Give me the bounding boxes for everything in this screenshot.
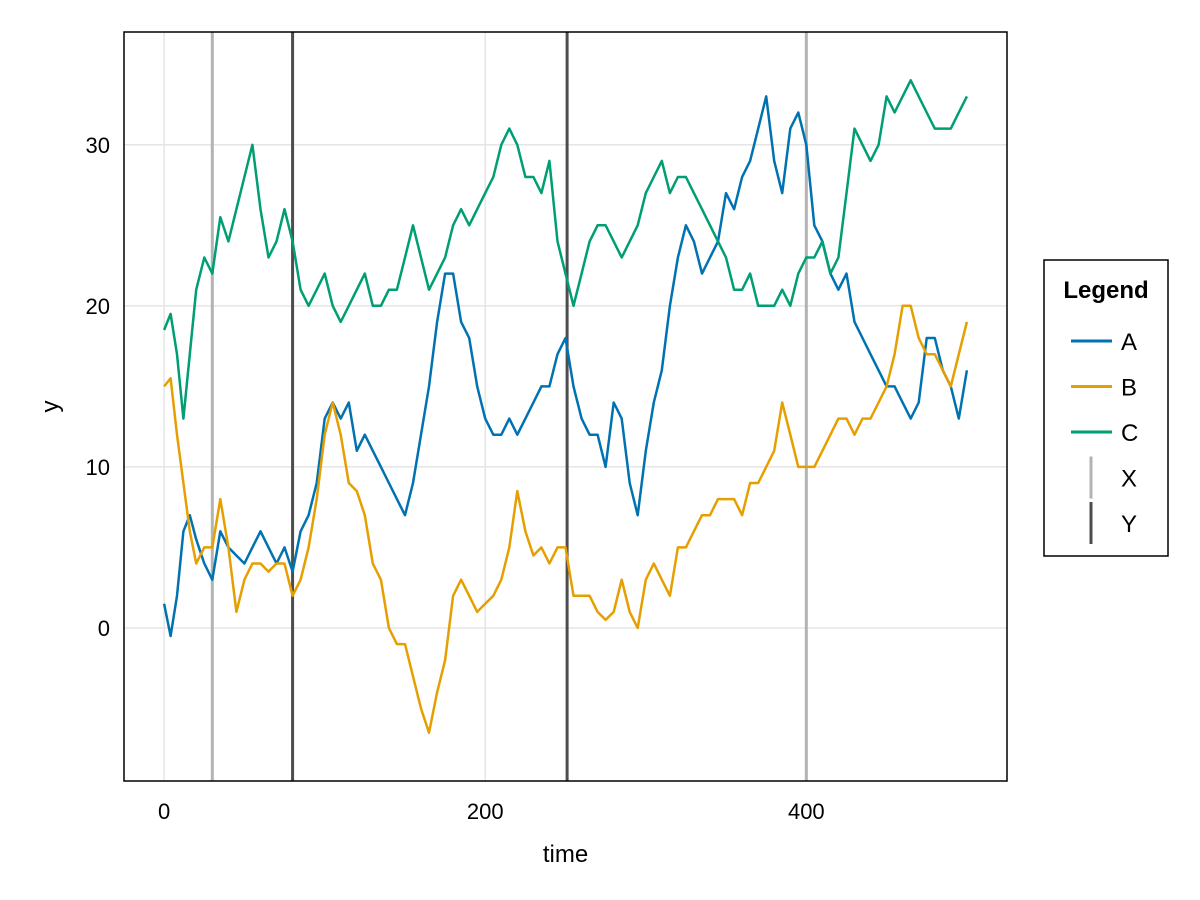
plot-frame [123, 31, 1008, 782]
legend-box [1043, 259, 1169, 557]
series-line-a [162, 95, 969, 638]
series-lines [162, 79, 969, 734]
legend-label-x: X [1121, 466, 1137, 493]
series-line-b [163, 304, 969, 734]
y-tick-label: 30 [86, 133, 110, 158]
legend-label-b: B [1121, 375, 1137, 402]
legend-label-c: C [1121, 420, 1138, 447]
y-axis-label: y [37, 401, 64, 413]
axis-ticks: 0 200 400 0 10 20 30 [86, 133, 825, 824]
x-axis-label: time [543, 841, 588, 868]
grid-lines [124, 32, 1007, 781]
x-tick-label: 400 [788, 799, 825, 824]
legend-label-y: Y [1121, 511, 1137, 538]
y-tick-label: 0 [98, 616, 110, 641]
reference-lines [210, 32, 808, 781]
legend-title: Legend [1063, 277, 1148, 304]
legend-label-a: A [1121, 329, 1137, 356]
series-line-c [162, 79, 969, 420]
y-tick-label: 20 [86, 294, 110, 319]
y-tick-label: 10 [86, 455, 110, 480]
x-tick-label: 200 [467, 799, 504, 824]
x-tick-label: 0 [158, 799, 170, 824]
